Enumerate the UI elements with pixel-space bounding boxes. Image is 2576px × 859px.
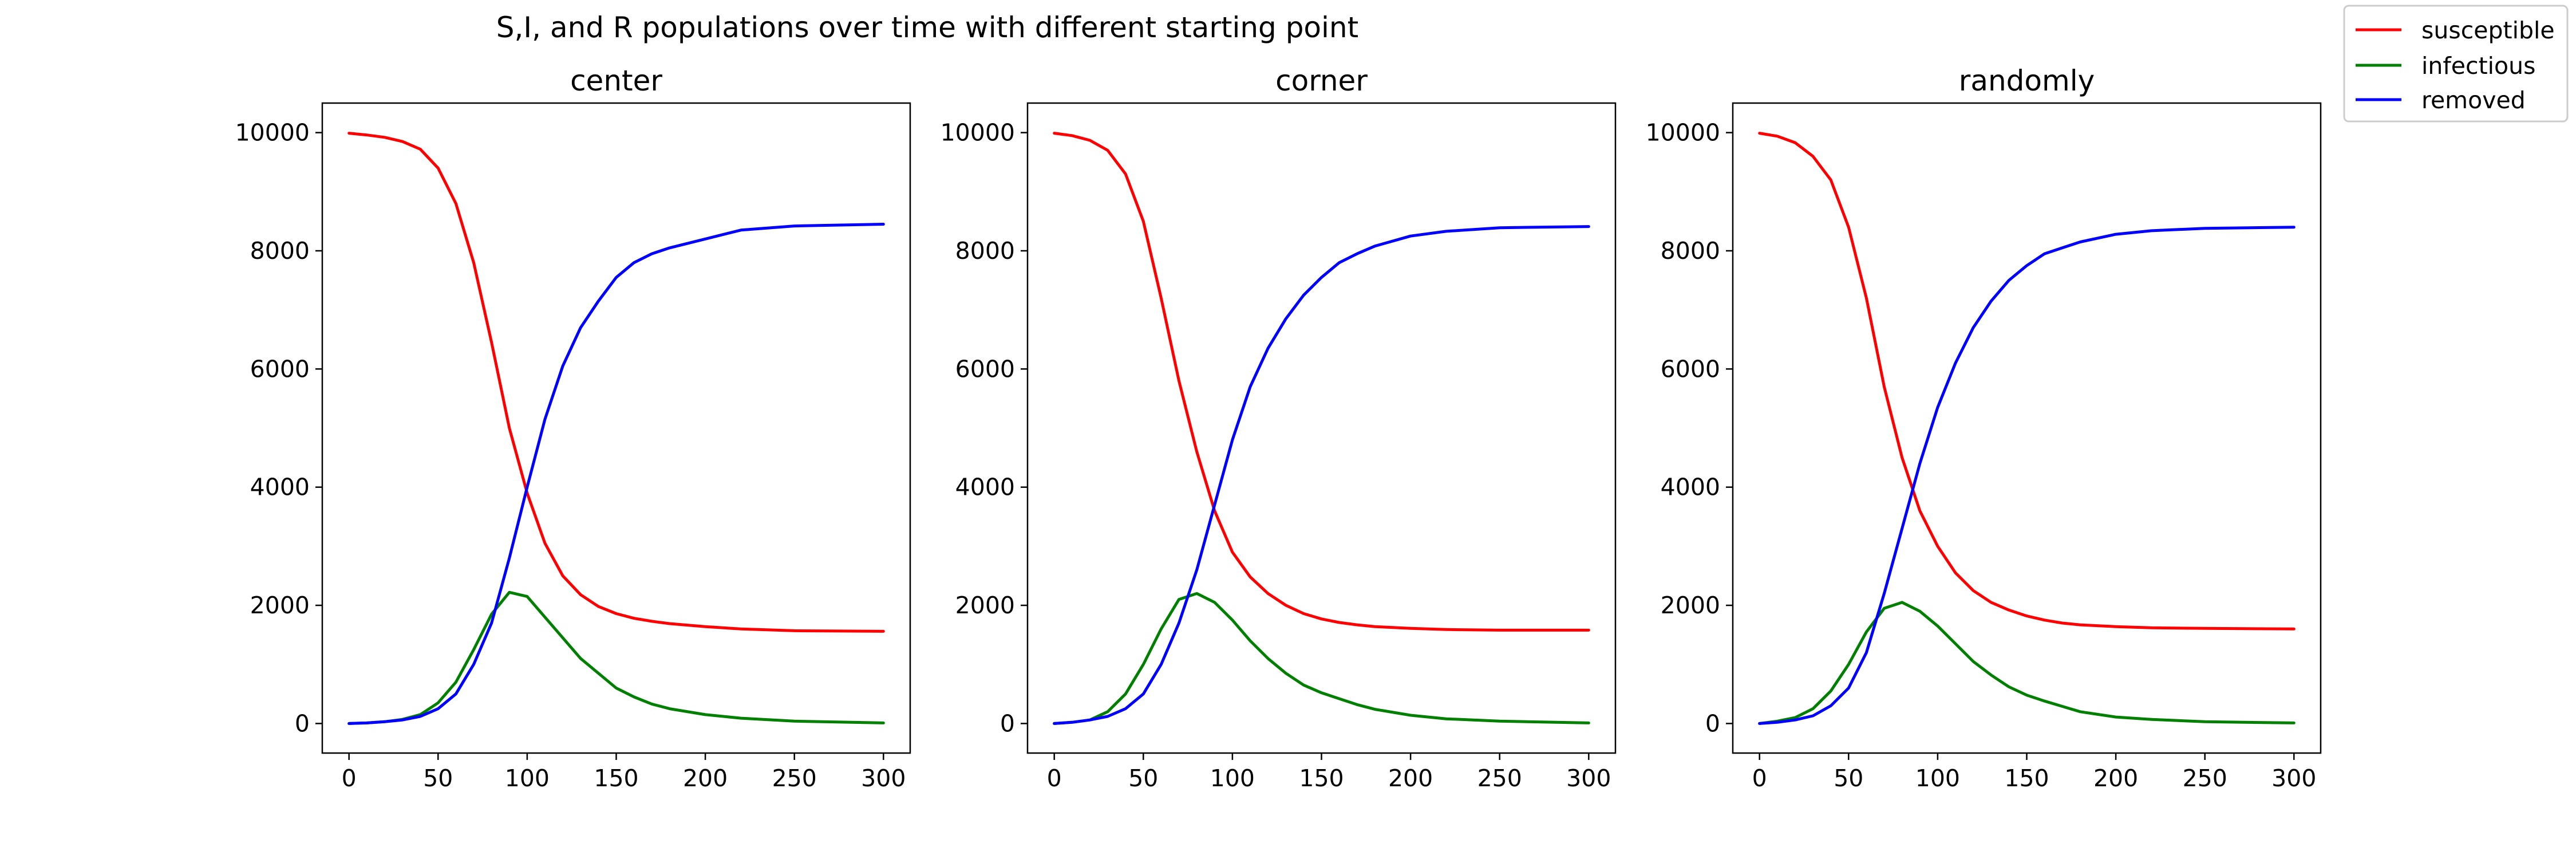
series-line-removed (347, 223, 885, 725)
series-line-infectious (1758, 601, 2296, 725)
y-tick-label: 0 (295, 710, 310, 737)
x-tick-label: 300 (1566, 765, 1611, 792)
y-tick-label: 2000 (955, 592, 1015, 619)
x-tick-label: 300 (861, 765, 906, 792)
y-tick-label: 0 (1000, 710, 1015, 737)
subplot-randomly: randomly 0 50 100 150 200 250 300 0 2000 4000 6000 8… (1646, 64, 2322, 792)
y-tick-label: 10000 (1646, 119, 1720, 147)
legend-label-infectious: infectious (2421, 52, 2535, 80)
series-line-removed (1758, 226, 2296, 725)
legend-label-removed: removed (2421, 86, 2526, 114)
series-line-removed (1053, 225, 1590, 725)
subplot-corner: corner 0 50 100 150 200 250 300 0 2000 4000 6000 800… (941, 64, 1617, 792)
y-tick-label: 6000 (250, 355, 310, 383)
y-tick-label: 10000 (235, 119, 310, 147)
y-tick-label: 4000 (955, 474, 1015, 501)
series-line-susceptible (347, 132, 885, 633)
x-tick-label: 250 (1477, 765, 1522, 792)
series-line-infectious (1053, 592, 1590, 725)
x-tick-label: 50 (1834, 765, 1863, 792)
x-tick-label: 250 (2183, 765, 2227, 792)
y-tick-label: 2000 (250, 592, 310, 619)
x-tick-label: 0 (1752, 765, 1767, 792)
x-tick-label: 200 (2093, 765, 2138, 792)
y-tick-label: 8000 (955, 237, 1015, 265)
x-tick-label: 200 (683, 765, 728, 792)
x-tick-label: 0 (1047, 765, 1062, 792)
y-tick-label: 10000 (941, 119, 1015, 147)
x-tick-label: 100 (1210, 765, 1255, 792)
x-tick-label: 0 (342, 765, 357, 792)
y-tick-label: 4000 (1661, 474, 1720, 501)
y-tick-label: 6000 (1661, 355, 1720, 383)
subplot-title: corner (1275, 64, 1368, 97)
subplot-center: center 0 50 100 150 200 250 300 0 2000 4000 6000 800… (235, 64, 911, 792)
x-tick-label: 100 (505, 765, 550, 792)
x-tick-label: 250 (772, 765, 817, 792)
y-tick-label: 0 (1705, 710, 1720, 737)
series-line-susceptible (1053, 132, 1590, 632)
x-tick-label: 150 (594, 765, 638, 792)
x-tick-label: 150 (1299, 765, 1344, 792)
x-tick-label: 300 (2271, 765, 2316, 792)
y-tick-label: 4000 (250, 474, 310, 501)
legend-frame (2343, 5, 2569, 123)
legend: susceptible infectious removed (2343, 5, 2569, 123)
x-tick-label: 150 (2004, 765, 2049, 792)
x-tick-label: 50 (1128, 765, 1158, 792)
x-tick-label: 200 (1388, 765, 1433, 792)
x-tick-label: 50 (423, 765, 453, 792)
subplot-title: center (570, 64, 662, 97)
y-tick-label: 8000 (1661, 237, 1720, 265)
x-tick-label: 100 (1915, 765, 1960, 792)
y-tick-label: 2000 (1661, 592, 1720, 619)
legend-label-susceptible: susceptible (2421, 17, 2555, 44)
y-tick-label: 8000 (250, 237, 310, 265)
y-tick-label: 6000 (955, 355, 1015, 383)
figure-title: S,I, and R populations over time with di… (496, 11, 1358, 44)
subplot-title: randomly (1959, 64, 2095, 97)
series-line-susceptible (1758, 132, 2296, 631)
